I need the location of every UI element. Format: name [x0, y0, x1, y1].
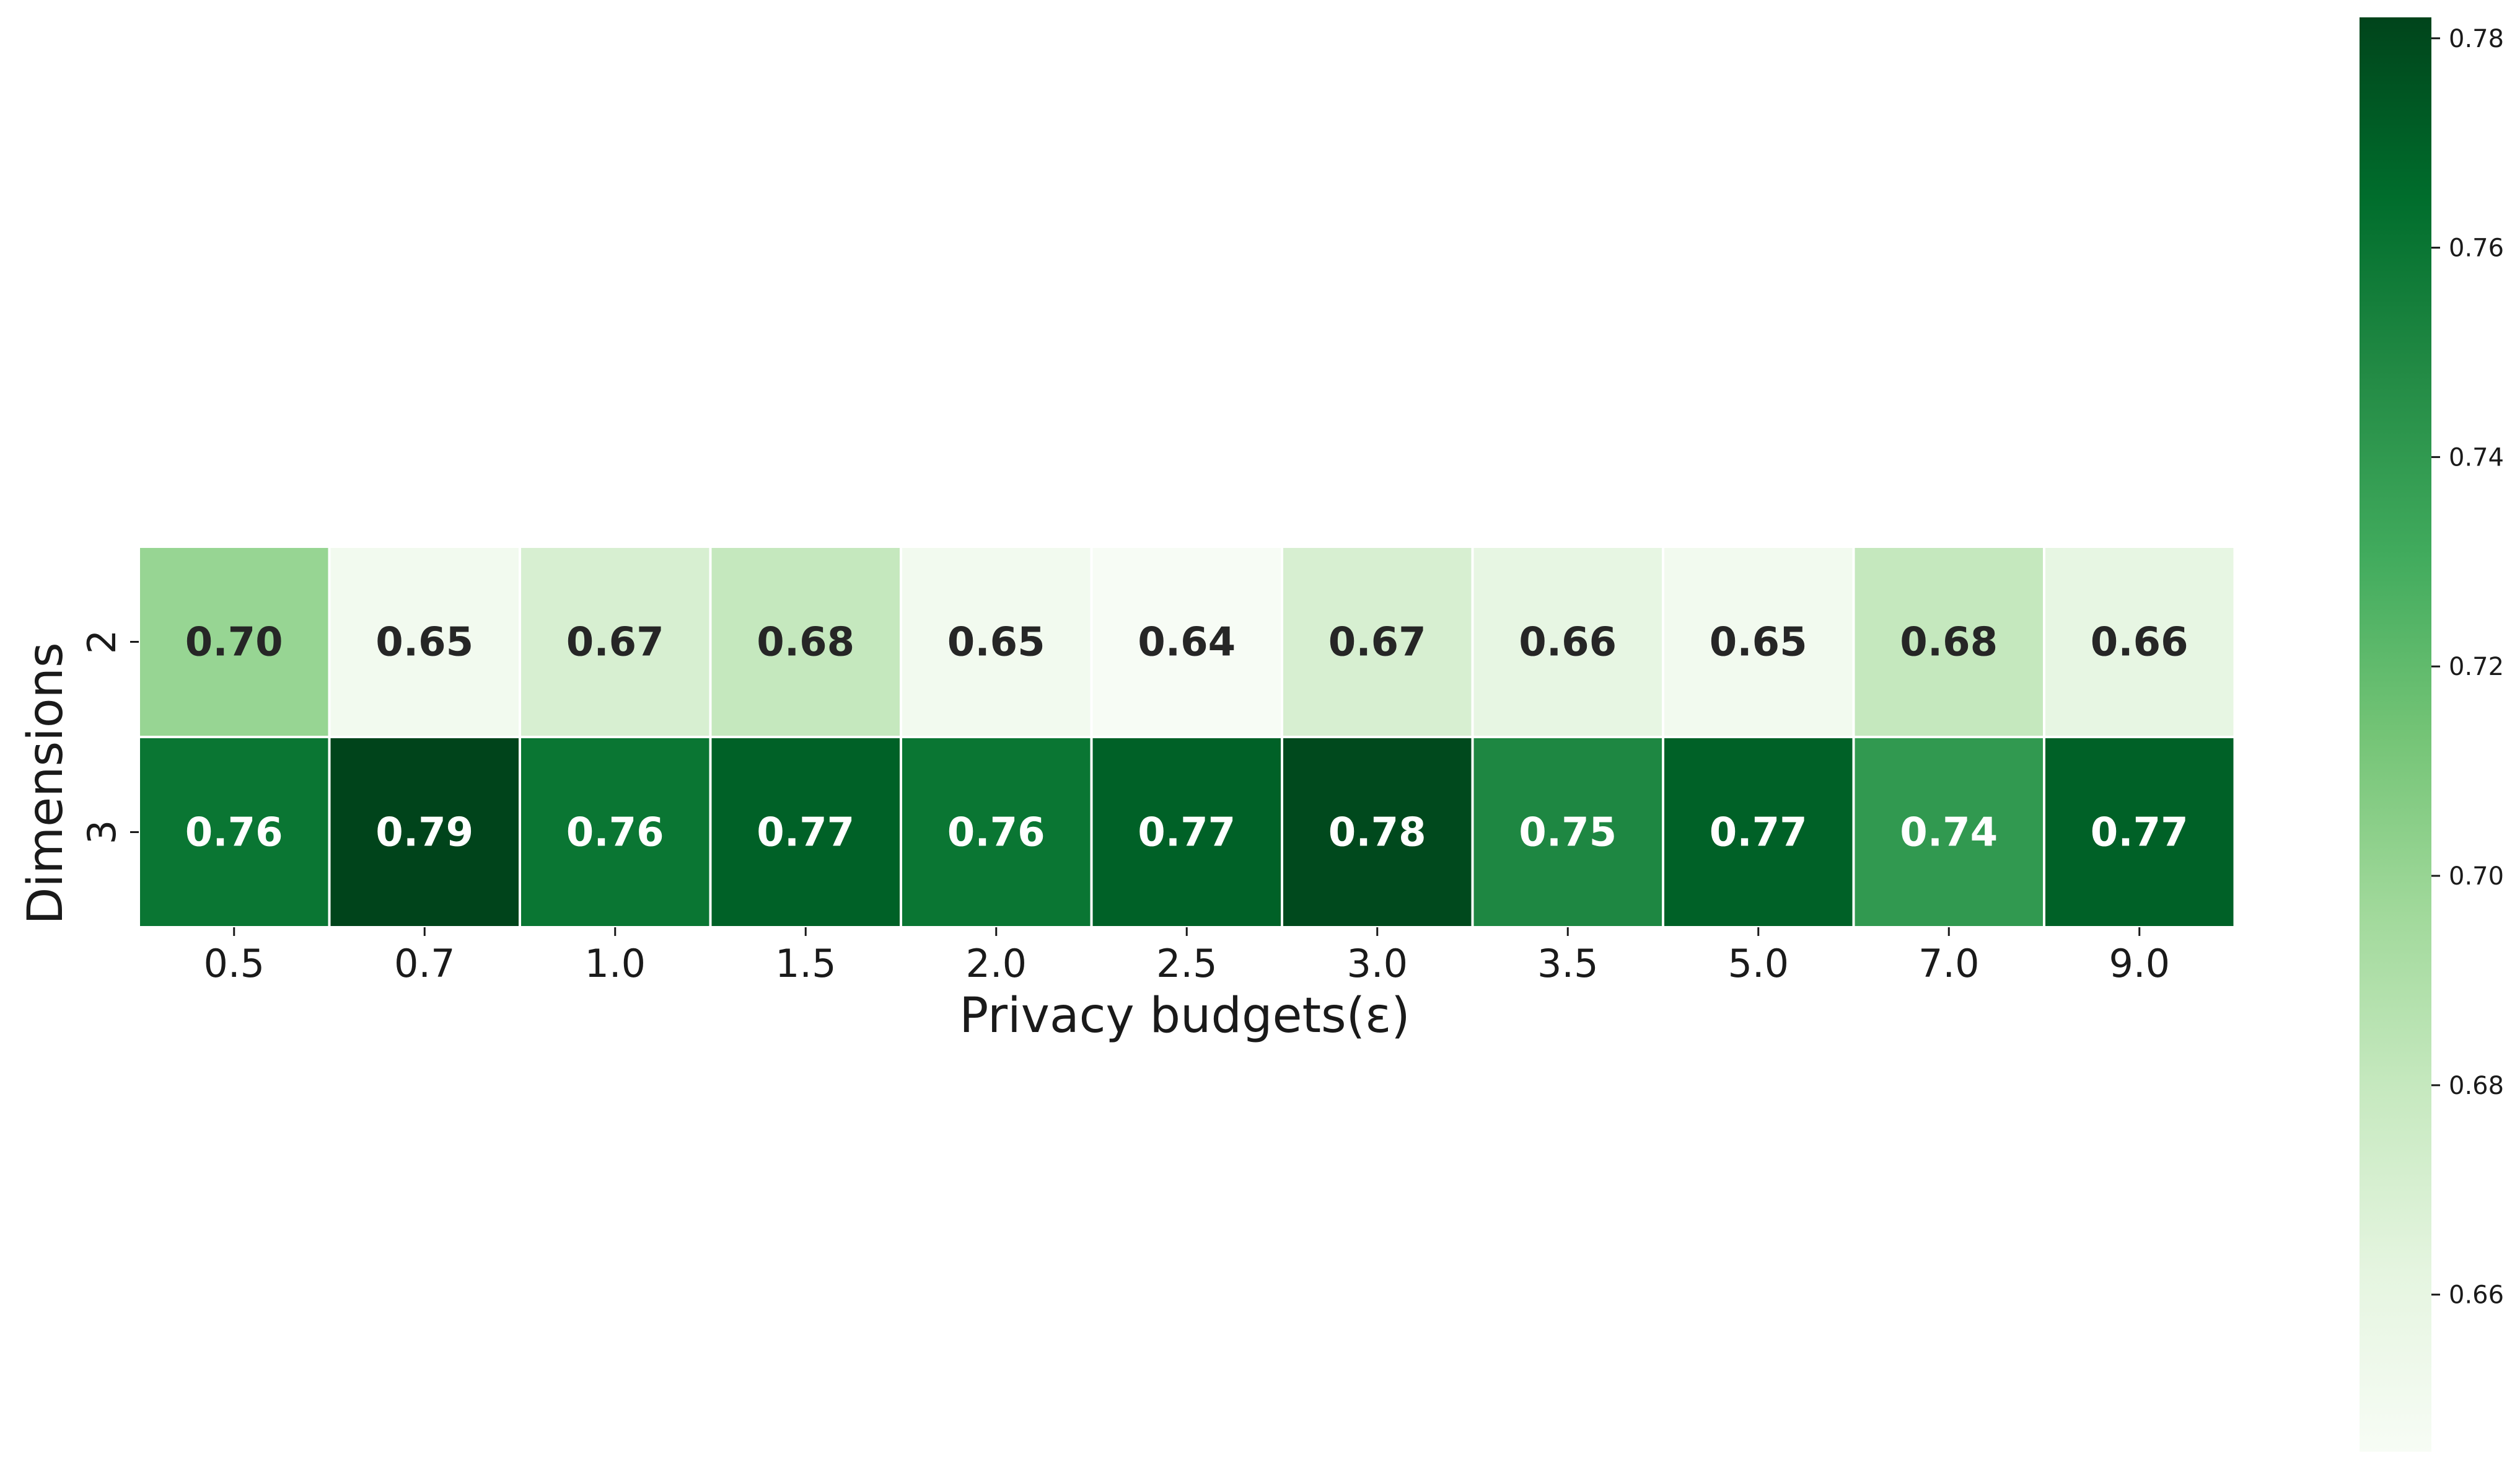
- x-axis-ticks: 0.5 0.7 1.0 1.5 2.0 2.5 3.0 3.5 5.0 7.0 9.0: [203, 927, 2170, 986]
- heatmap-cell: [1090, 545, 1283, 738]
- x-tick-label: 5.0: [1728, 941, 1789, 986]
- y-tick-label: 3: [79, 820, 125, 844]
- heatmap-cell: [138, 736, 331, 929]
- x-tick-label: 7.0: [1918, 941, 1980, 986]
- cell-value-label: 0.67: [566, 620, 664, 666]
- colorbar-tick-label: 0.76: [2449, 234, 2504, 263]
- cell-value-label: 0.76: [185, 810, 283, 856]
- colorbar-tick-label: 0.66: [2449, 1281, 2504, 1310]
- colorbar-tick-label: 0.72: [2449, 653, 2504, 681]
- x-axis-label: Privacy budgets(ε): [959, 988, 1410, 1044]
- cell-value-label: 0.68: [1900, 620, 1998, 666]
- heatmap-cells: 0.70 0.65 0.67 0.68 0.65 0.64 0.67 0.66 0.65 0.68…: [138, 545, 2236, 929]
- y-tick-label: 2: [79, 630, 125, 654]
- cell-value-label: 0.65: [947, 620, 1045, 666]
- heatmap-cell: [2043, 545, 2236, 738]
- heatmap-cell: [1281, 736, 1474, 929]
- x-tick-label: 3.0: [1346, 941, 1408, 986]
- cell-value-label: 0.77: [1138, 810, 1236, 856]
- x-tick-label: 2.0: [965, 941, 1027, 986]
- heatmap-cell: [900, 736, 1093, 929]
- cell-value-label: 0.66: [1519, 620, 1617, 666]
- cell-value-label: 0.76: [566, 810, 664, 856]
- colorbar-tick-label: 0.68: [2449, 1072, 2504, 1100]
- x-tick-label: 1.5: [775, 941, 836, 986]
- heatmap-cell: [1471, 736, 1664, 929]
- cell-value-label: 0.64: [1138, 620, 1236, 666]
- cell-value-label: 0.76: [947, 810, 1045, 856]
- colorbar-ticks: 0.66 0.68 0.70 0.72 0.74 0.76 0.78: [2431, 25, 2504, 1310]
- heatmap-cell: [1852, 736, 2045, 929]
- heatmap-cell: [1090, 736, 1283, 929]
- y-axis-label: Dimensions: [18, 642, 74, 924]
- cell-value-label: 0.78: [1328, 810, 1426, 856]
- heatmap-cell: [1662, 736, 1855, 929]
- colorbar-tick-label: 0.78: [2449, 25, 2504, 53]
- x-tick-label: 0.7: [394, 941, 455, 986]
- cell-value-label: 0.74: [1900, 810, 1998, 856]
- heatmap-cell: [900, 545, 1093, 738]
- x-tick-label: 3.5: [1537, 941, 1599, 986]
- heatmap-cell: [328, 736, 521, 929]
- cell-value-label: 0.77: [757, 810, 854, 856]
- colorbar-gradient: [2360, 17, 2431, 1452]
- cell-value-label: 0.65: [1710, 620, 1807, 666]
- heatmap-cell: [328, 545, 521, 738]
- cell-value-label: 0.75: [1519, 810, 1617, 856]
- cell-value-label: 0.67: [1328, 620, 1426, 666]
- heatmap-cell: [1471, 545, 1664, 738]
- heatmap-cell: [138, 545, 331, 738]
- cell-value-label: 0.65: [375, 620, 473, 666]
- cell-value-label: 0.70: [185, 620, 283, 666]
- cell-value-label: 0.77: [1710, 810, 1807, 856]
- heatmap-cell: [2043, 736, 2236, 929]
- colorbar-tick-label: 0.74: [2449, 443, 2504, 472]
- heatmap-cell: [1852, 545, 2045, 738]
- y-axis-ticks: 23: [79, 630, 139, 844]
- x-tick-label: 0.5: [203, 941, 265, 986]
- cell-value-label: 0.68: [757, 620, 854, 666]
- heatmap-cell: [519, 736, 712, 929]
- heatmap-cell: [709, 545, 902, 738]
- colorbar: 0.66 0.68 0.70 0.72 0.74 0.76 0.78: [2360, 17, 2504, 1452]
- cell-value-label: 0.79: [375, 810, 473, 856]
- heatmap-cell: [519, 545, 712, 738]
- cell-value-label: 0.66: [2091, 620, 2189, 666]
- x-tick-label: 1.0: [584, 941, 646, 986]
- colorbar-tick-label: 0.70: [2449, 862, 2504, 891]
- x-tick-label: 2.5: [1156, 941, 1218, 986]
- cell-value-label: 0.77: [2091, 810, 2189, 856]
- x-tick-label: 9.0: [2109, 941, 2170, 986]
